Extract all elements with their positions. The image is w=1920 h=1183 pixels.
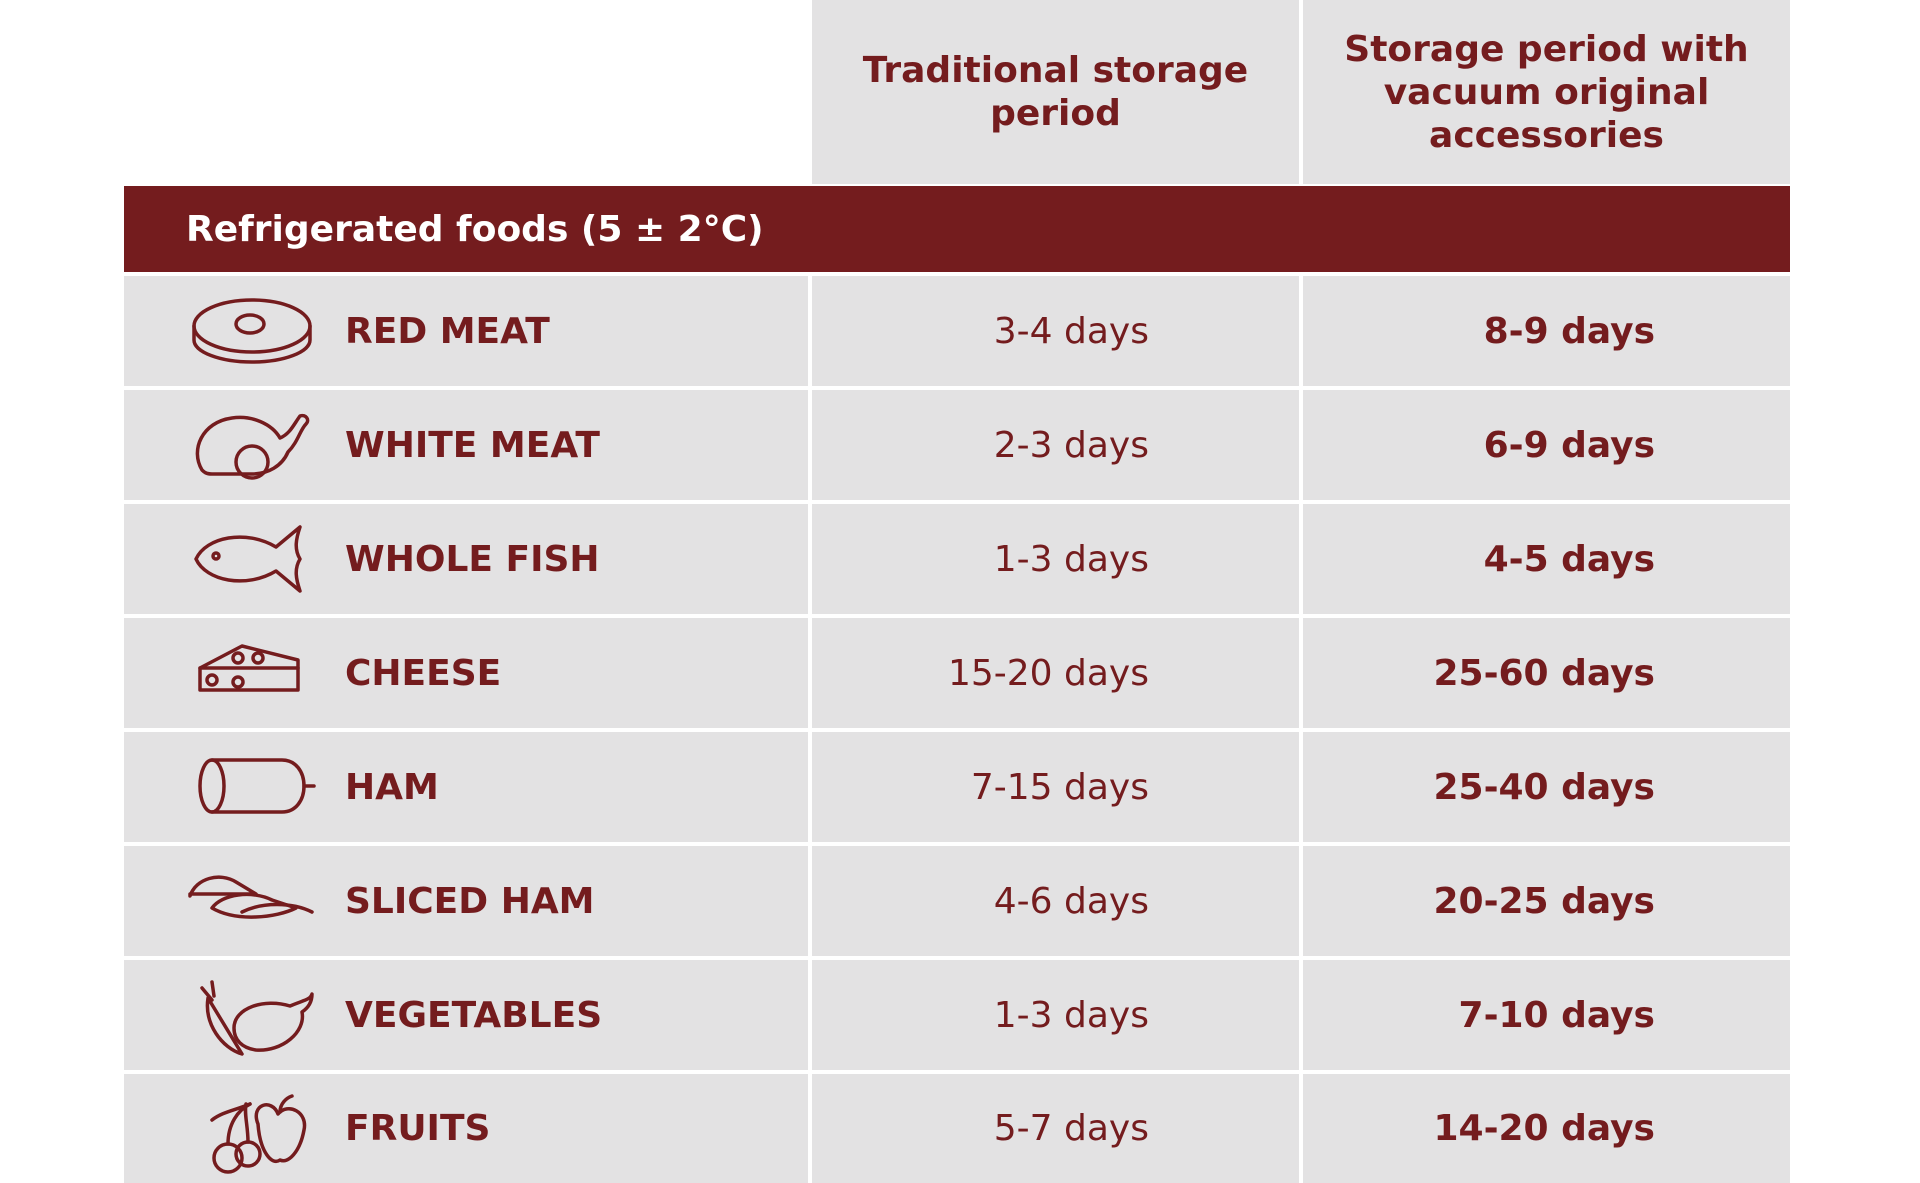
food-cell: WHOLE FISH: [124, 504, 808, 614]
traditional-cell-text: 15-20 days: [947, 652, 1149, 694]
vacuum-cell-text: 25-60 days: [1433, 652, 1655, 694]
food-cell: CHEESE: [124, 618, 808, 728]
traditional-cell-text: 1-3 days: [993, 994, 1149, 1036]
traditional-cell: 7-15 days: [812, 732, 1299, 842]
vacuum-cell-text: 8-9 days: [1483, 310, 1655, 352]
traditional-cell-text: 1-3 days: [993, 538, 1149, 580]
traditional-cell: 15-20 days: [812, 618, 1299, 728]
traditional-cell: 5-7 days: [812, 1074, 1299, 1183]
food-cell-text: HAM: [345, 766, 439, 808]
traditional-cell: 1-3 days: [812, 960, 1299, 1070]
traditional-cell-text: 4-6 days: [993, 880, 1149, 922]
food-icon: [192, 298, 312, 364]
food-cell-text: VEGETABLES: [345, 994, 603, 1036]
food-icon: [198, 758, 316, 814]
vacuum-cell: 25-40 days: [1303, 732, 1790, 842]
food-icon: [188, 875, 314, 919]
vacuum-cell-text: 6-9 days: [1483, 424, 1655, 466]
vacuum-cell: 7-10 days: [1303, 960, 1790, 1070]
traditional-cell: 1-3 days: [812, 504, 1299, 614]
traditional-cell: 2-3 days: [812, 390, 1299, 500]
vacuum-cell-text: 14-20 days: [1433, 1108, 1655, 1149]
food-cell-text: WHITE MEAT: [345, 424, 600, 466]
traditional-cell-text: 7-15 days: [970, 766, 1149, 808]
food-cell-text: SLICED HAM: [345, 880, 595, 922]
traditional-cell-text: 2-3 days: [993, 424, 1149, 466]
food-cell-text: FRUITS: [345, 1108, 491, 1149]
vacuum-cell-text: 4-5 days: [1483, 538, 1655, 580]
food-cell-text: WHOLE FISH: [345, 538, 600, 580]
vacuum-cell-text: 20-25 days: [1433, 880, 1655, 922]
food-icon: [194, 525, 302, 593]
vacuum-cell: 6-9 days: [1303, 390, 1790, 500]
column-header: Storage period with vacuum original acce…: [1303, 0, 1790, 184]
traditional-cell-text: 3-4 days: [993, 310, 1149, 352]
traditional-cell: 3-4 days: [812, 276, 1299, 386]
traditional-cell: 4-6 days: [812, 846, 1299, 956]
vacuum-cell: 20-25 days: [1303, 846, 1790, 956]
vacuum-cell: 8-9 days: [1303, 276, 1790, 386]
vacuum-cell: 14-20 days: [1303, 1074, 1790, 1183]
vacuum-cell-text: 7-10 days: [1458, 994, 1655, 1036]
food-icon: [210, 1093, 307, 1174]
food-cell: HAM: [124, 732, 808, 842]
food-cell: SLICED HAM: [124, 846, 808, 956]
food-cell-text: RED MEAT: [345, 310, 550, 352]
vacuum-cell-text: 25-40 days: [1433, 766, 1655, 808]
food-cell-text: CHEESE: [345, 652, 502, 694]
food-icon: [195, 413, 310, 480]
column-header: Traditional storage period: [812, 0, 1299, 184]
vacuum-cell: 25-60 days: [1303, 618, 1790, 728]
food-icon: [200, 980, 314, 1056]
food-cell: WHITE MEAT: [124, 390, 808, 500]
food-icon: [198, 644, 300, 692]
vacuum-cell: 4-5 days: [1303, 504, 1790, 614]
traditional-cell-text: 5-7 days: [993, 1108, 1149, 1149]
section-title: Refrigerated foods (5 ± 2°C): [124, 186, 1790, 272]
